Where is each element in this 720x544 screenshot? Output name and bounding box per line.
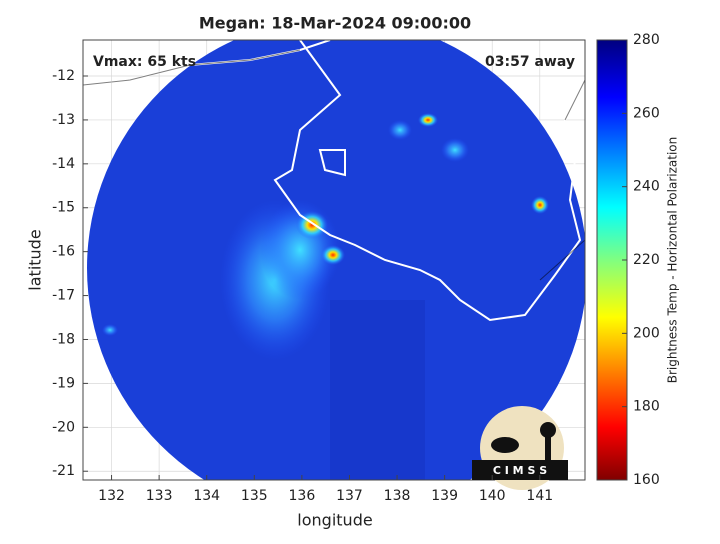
colorbar-tick-label: 180 (633, 399, 660, 415)
logo-text: C I M S S (493, 464, 547, 477)
y-tick-label: -20 (52, 419, 75, 435)
x-tick-label: 137 (336, 488, 363, 504)
x-tick-label: 134 (193, 488, 220, 504)
x-tick-label: 140 (479, 488, 506, 504)
y-tick-label: -16 (52, 244, 75, 260)
plot-frame (82, 39, 586, 481)
x-tick-label: 135 (241, 488, 268, 504)
x-tick-label: 138 (384, 488, 411, 504)
x-tick-label: 132 (98, 488, 125, 504)
convection (321, 245, 345, 265)
y-tick-label: -21 (52, 463, 75, 479)
convection (388, 120, 412, 140)
colorbar-tick-label: 200 (633, 325, 660, 341)
y-tick-label: -17 (52, 288, 75, 304)
colorbar-tick-label: 240 (633, 179, 660, 195)
convection (418, 113, 438, 127)
x-tick-label: 133 (146, 488, 173, 504)
x-axis-label: longitude (297, 511, 372, 530)
y-tick-label: -15 (52, 200, 75, 216)
convection (441, 138, 469, 162)
coastline (318, 149, 346, 177)
cimss-logo: C I M S S (472, 406, 568, 490)
colorbar-tick-label: 280 (633, 32, 660, 48)
convection (531, 196, 549, 214)
colorbar-label: Brightness Temp - Horizontal Polarizatio… (666, 137, 680, 384)
swath-edge (330, 300, 425, 480)
y-tick-label: -13 (52, 112, 75, 128)
x-tick-label: 136 (289, 488, 316, 504)
y-tick-label: -14 (52, 156, 75, 172)
colorbar-tick-label: 160 (633, 472, 660, 488)
annotation: Vmax: 65 kts (93, 54, 196, 70)
colorbar-tick-label: 260 (633, 105, 660, 121)
convection (102, 324, 118, 336)
y-axis-label: latitude (26, 229, 45, 290)
y-tick-label: -19 (52, 375, 75, 391)
x-tick-label: 141 (526, 488, 553, 504)
y-tick-label: -12 (52, 68, 75, 84)
satellite-image (83, 40, 585, 480)
x-tick-label: 139 (431, 488, 458, 504)
y-tick-label: -18 (52, 331, 75, 347)
land-outline (83, 49, 585, 281)
annotation: 03:57 away (485, 54, 575, 70)
colorbar-tick-label: 220 (633, 252, 660, 268)
chart-title: Megan: 18-Mar-2024 09:00:00 (199, 14, 471, 33)
